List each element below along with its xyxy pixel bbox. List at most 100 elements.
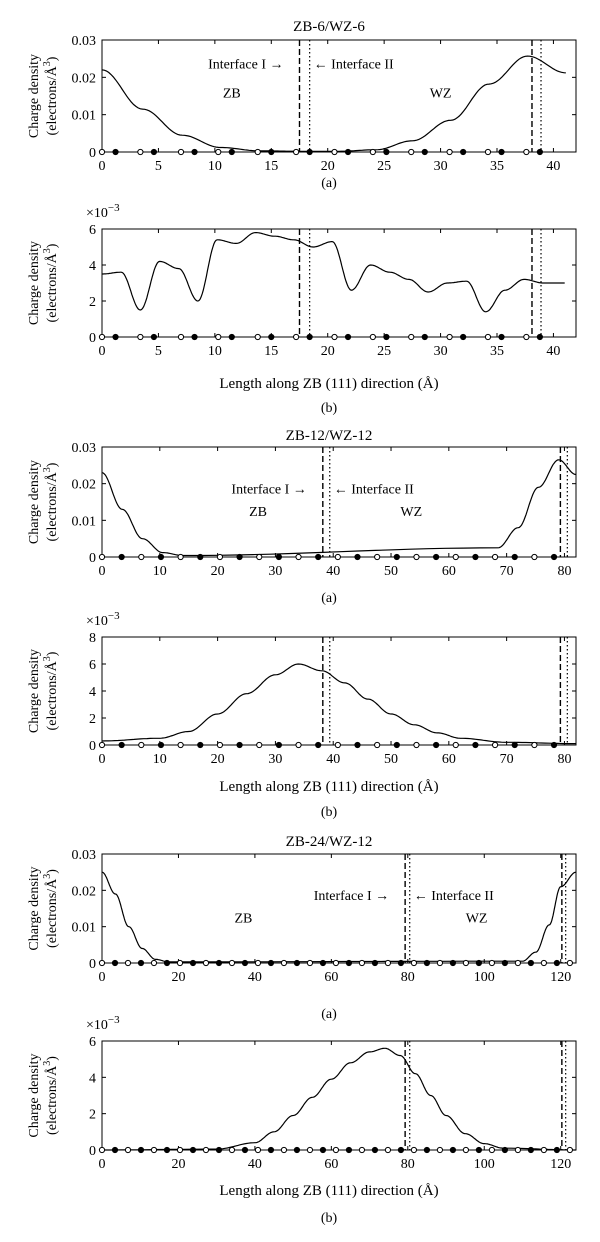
atom-filled-marker (118, 741, 125, 749)
atom-filled-marker (511, 741, 518, 749)
x-tick-label: 50 (384, 564, 398, 579)
atom-filled-marker (137, 1146, 145, 1154)
atom-filled-marker (191, 333, 198, 341)
atom-open-marker (280, 959, 288, 967)
panel-caption: (b) (321, 1211, 338, 1226)
y-axis-label: Charge density (electrons/Å3) (27, 241, 60, 325)
x-tick-label: 0 (99, 1157, 106, 1172)
atom-open-marker (540, 1146, 547, 1154)
annotation-phase-zb: ZB (223, 86, 241, 101)
atom-filled-marker (393, 553, 400, 561)
annotation-interface-I: Interface I → (208, 58, 283, 73)
atom-open-marker (215, 148, 222, 156)
x-tick-label: 40 (326, 564, 340, 579)
atom-open-marker (295, 553, 302, 561)
atom-open-marker (293, 148, 300, 156)
y-axis-label-line1: Charge density (27, 1053, 42, 1137)
atom-filled-marker (215, 1146, 223, 1154)
atom-filled-marker (267, 959, 275, 967)
atom-filled-marker (383, 333, 390, 341)
atom-filled-marker (306, 148, 313, 156)
atom-open-marker (488, 1146, 496, 1154)
x-tick-label: 20 (211, 564, 225, 579)
chart-panel-5: ZB-24/WZ-12 0 20 40 60 80 100 120 0 0.01 0.02 0.03 C… (27, 834, 577, 1022)
atom-open-marker (413, 553, 420, 561)
atom-filled-marker (150, 333, 158, 341)
atom-open-marker (488, 959, 496, 967)
x-tick-label: 120 (550, 970, 571, 985)
plot-frame (101, 446, 577, 558)
atom-open-marker (452, 741, 459, 749)
atom-filled-marker (293, 959, 301, 967)
y-tick-label: 8 (89, 631, 96, 646)
atom-open-marker (369, 333, 376, 341)
atom-filled-marker (536, 333, 543, 341)
y-tick-label: 0.03 (72, 848, 97, 863)
atom-filled-marker (306, 333, 313, 341)
x-axis-label: Length along ZB (111) direction (Å) (219, 779, 438, 795)
atom-filled-marker (189, 1146, 197, 1154)
atom-open-marker (202, 959, 210, 967)
atom-filled-marker (423, 1146, 431, 1154)
y-tick-label: 6 (89, 223, 96, 238)
x-tick-label: 30 (434, 344, 448, 359)
atom-filled-marker (189, 959, 197, 967)
y-axis-label-line1: Charge density (27, 460, 42, 544)
atom-open-marker (228, 1146, 236, 1154)
atom-filled-marker (472, 553, 479, 561)
x-tick-label: 70 (500, 564, 514, 579)
atom-filled-marker (112, 333, 119, 341)
atom-open-marker (452, 553, 459, 561)
atom-filled-marker (163, 959, 171, 967)
y-axis-label: Charge density (electrons/Å3) (27, 1053, 60, 1137)
atom-filled-marker (268, 148, 275, 156)
x-tick-label: 50 (384, 752, 398, 767)
atom-open-marker (331, 333, 338, 341)
y-tick-label: 0.03 (72, 441, 97, 456)
atom-open-marker (228, 959, 236, 967)
chart-title: ZB-6/WZ-6 (293, 19, 365, 35)
y-tick-label: 0.02 (72, 478, 97, 493)
x-axis-label: Length along ZB (111) direction (Å) (219, 376, 438, 392)
atom-open-marker (374, 741, 381, 749)
x-tick-label: 10 (208, 344, 222, 359)
atom-filled-marker (241, 1146, 249, 1154)
charge-density-curve (101, 55, 566, 152)
y-tick-label: 0 (89, 146, 96, 161)
y-tick-label: 0.02 (72, 884, 97, 899)
atom-open-marker (295, 741, 302, 749)
atom-filled-marker (449, 959, 457, 967)
atom-open-marker (137, 148, 144, 156)
x-tick-label: 20 (171, 970, 185, 985)
y-tick-label: 0.01 (72, 921, 97, 936)
atom-open-marker (150, 959, 158, 967)
panel-caption: (b) (321, 401, 338, 416)
atom-open-marker (446, 333, 453, 341)
atom-filled-marker (527, 1146, 534, 1154)
annotation-phase-wz: WZ (400, 505, 422, 520)
atom-open-marker (334, 553, 341, 561)
plot-frame (101, 636, 577, 746)
atom-open-marker (566, 959, 573, 967)
x-tick-label: 25 (377, 344, 391, 359)
atom-open-marker (523, 148, 530, 156)
atom-filled-marker (354, 741, 361, 749)
y-axis-label-line2: (electrons/Å3) (42, 1056, 60, 1135)
atom-open-marker (491, 741, 499, 749)
x-tick-label: 0 (99, 752, 106, 767)
atom-open-marker (334, 741, 341, 749)
atom-open-marker (484, 333, 492, 341)
atom-filled-marker (475, 1146, 483, 1154)
chart-panel-4: 0 10 20 30 40 50 60 70 80 0 2 4 6 8 ×10−3 Charge densit… (27, 610, 577, 820)
atom-open-marker (410, 959, 418, 967)
atom-open-marker (408, 333, 415, 341)
y-tick-label: 2 (89, 712, 96, 727)
atom-filled-marker (275, 553, 282, 561)
atom-open-marker (293, 333, 300, 341)
atom-open-marker (98, 1146, 106, 1154)
atom-filled-marker (150, 148, 158, 156)
plot-frame (101, 228, 577, 338)
atom-open-marker (254, 959, 262, 967)
x-tick-label: 10 (153, 752, 167, 767)
x-tick-label: 30 (268, 752, 282, 767)
